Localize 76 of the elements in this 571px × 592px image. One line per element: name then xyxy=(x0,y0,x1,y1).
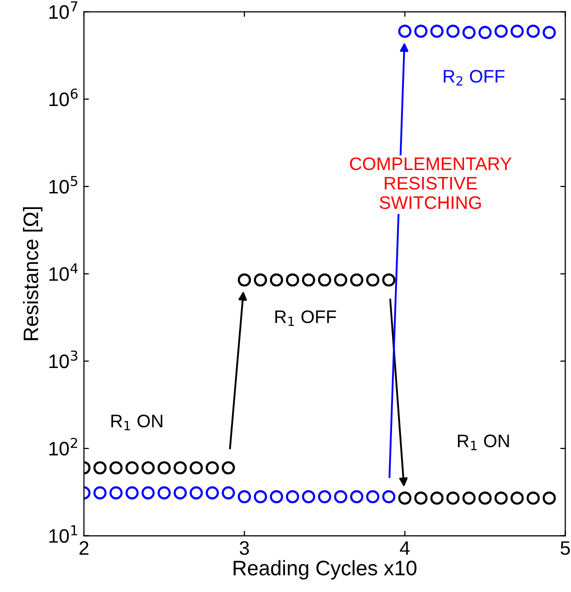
y-axis-title: Resistance [Ω] xyxy=(22,207,42,340)
x-axis-title: Reading Cycles x10 xyxy=(234,560,416,580)
x-tick-label: 2 xyxy=(80,541,88,555)
point xyxy=(174,461,187,474)
point xyxy=(190,461,203,474)
point xyxy=(318,490,332,504)
point xyxy=(109,486,123,500)
point xyxy=(125,486,139,500)
point xyxy=(526,24,540,38)
point xyxy=(350,273,364,287)
point xyxy=(158,461,171,474)
point xyxy=(494,24,508,38)
point xyxy=(254,273,268,287)
point xyxy=(254,490,268,504)
point xyxy=(542,26,556,40)
y-tick-label: 10$^{6}$ xyxy=(49,88,78,106)
point xyxy=(206,486,219,500)
point xyxy=(302,273,316,287)
y-tick-label: 10$^{2}$ xyxy=(49,438,78,456)
point xyxy=(222,461,235,474)
point xyxy=(462,26,476,40)
point xyxy=(174,486,187,500)
annotation: R$_{1}$ ON xyxy=(111,414,162,430)
point xyxy=(222,486,235,500)
annotation: R$_{1}$ OFF xyxy=(275,310,336,326)
point xyxy=(142,486,155,500)
point xyxy=(398,491,412,505)
x-tick-label: 3 xyxy=(240,541,249,555)
point xyxy=(318,273,332,287)
annotation: R$_{2}$ OFF xyxy=(444,70,504,86)
point xyxy=(270,273,284,287)
point xyxy=(462,491,476,505)
point xyxy=(190,486,203,500)
point xyxy=(526,491,540,505)
point xyxy=(366,490,380,504)
point xyxy=(158,486,171,500)
point xyxy=(414,491,428,505)
point xyxy=(142,461,155,474)
y-tick-label: 10$^{1}$ xyxy=(49,525,78,543)
point xyxy=(286,273,300,287)
y-tick-label: 10$^{7}$ xyxy=(49,1,78,19)
annotation: COMPLEMENTARY RESISTIVE SWITCHING xyxy=(350,157,512,210)
point xyxy=(542,491,556,505)
annotation: R$_{1}$ ON xyxy=(458,434,509,450)
point xyxy=(125,461,139,474)
y-tick-label: 10$^{5}$ xyxy=(49,176,78,194)
x-tick-label: 4 xyxy=(400,541,410,555)
point xyxy=(334,490,348,504)
point xyxy=(366,273,380,287)
point xyxy=(382,273,396,287)
x-tick-label: 5 xyxy=(560,541,570,555)
point xyxy=(286,490,300,504)
point xyxy=(350,490,364,504)
point xyxy=(494,491,508,505)
point xyxy=(270,490,284,504)
y-tick-label: 10$^{3}$ xyxy=(49,350,78,368)
point xyxy=(446,491,460,505)
point xyxy=(510,24,524,38)
point xyxy=(478,26,492,40)
point xyxy=(510,491,524,505)
point xyxy=(109,461,123,474)
point xyxy=(334,273,348,287)
point xyxy=(382,490,396,504)
point xyxy=(430,491,444,505)
point xyxy=(398,24,412,38)
point xyxy=(414,24,428,38)
point xyxy=(238,490,251,504)
point xyxy=(302,490,316,504)
point xyxy=(446,24,460,38)
point xyxy=(93,486,107,500)
point xyxy=(238,273,251,287)
point xyxy=(430,24,444,38)
y-tick-label: 10$^{4}$ xyxy=(49,263,78,281)
point xyxy=(478,491,492,505)
point xyxy=(93,461,107,474)
point xyxy=(206,461,219,474)
